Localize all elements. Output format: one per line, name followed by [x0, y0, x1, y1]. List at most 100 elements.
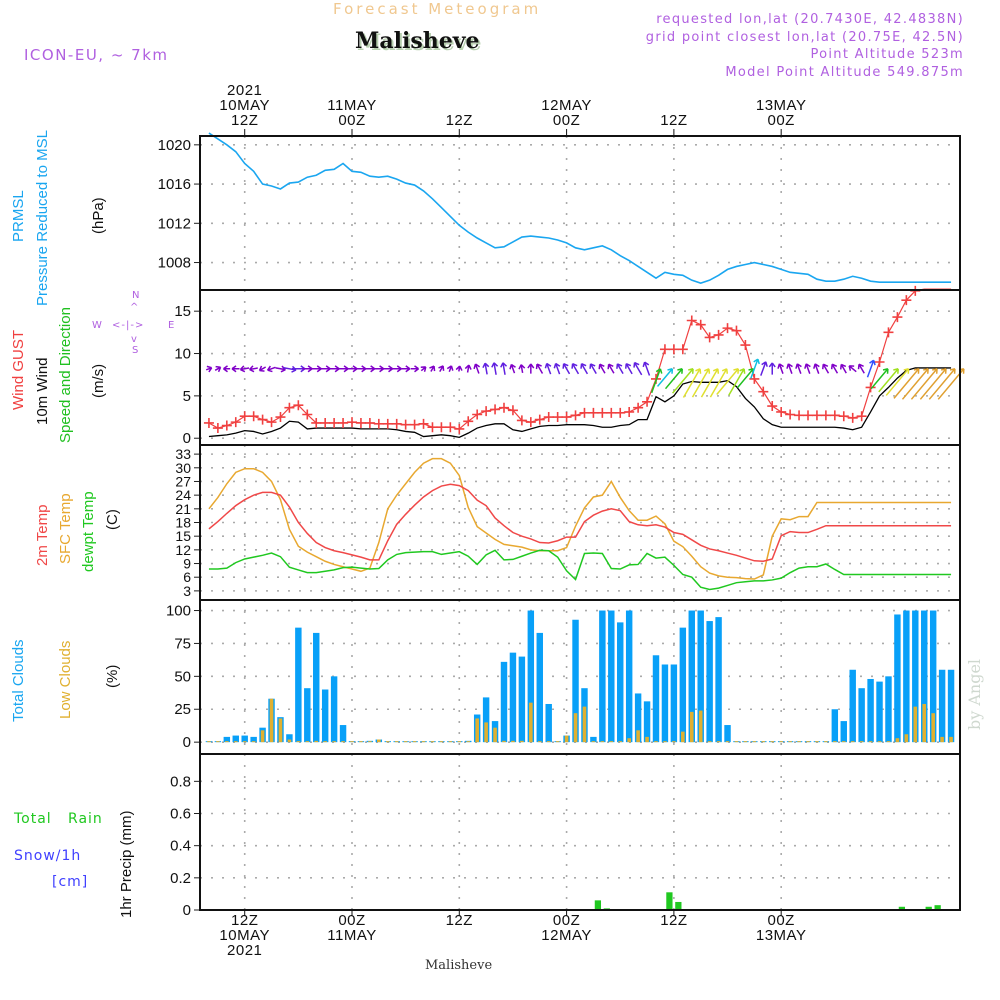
low-clouds-bar [278, 718, 283, 743]
wind-direction-arrow [239, 365, 250, 373]
gust-marker [659, 344, 670, 355]
low-clouds-bar [833, 741, 837, 743]
wind-direction-arrow [311, 365, 322, 373]
low-clouds-bar [591, 741, 596, 743]
wind-direction-arrow [901, 368, 929, 400]
y-tick-label: 5 [183, 388, 191, 405]
panel-frame [199, 444, 961, 601]
wind-direction-arrow [320, 365, 331, 373]
gust-marker [418, 418, 429, 429]
gust-marker [212, 423, 223, 434]
time-label-line: 12Z [660, 112, 688, 129]
total-clouds-bar [608, 610, 615, 743]
wind-direction-arrow [885, 368, 910, 396]
wind-direction-arrow [464, 364, 472, 373]
y-tick-label: 15 [175, 528, 191, 544]
low-clouds-bar [493, 727, 497, 743]
gust-marker [767, 401, 778, 412]
gust-marker [391, 418, 402, 429]
gust-marker [901, 295, 912, 306]
low-clouds-bar [797, 741, 801, 743]
y-tick-label: 12 [175, 542, 191, 558]
low-clouds-bar [654, 741, 658, 743]
wind-direction-arrow [535, 363, 544, 374]
gust-marker [785, 409, 796, 420]
gust-marker [874, 356, 885, 367]
wind-direction-arrow [527, 363, 535, 374]
low-clouds-bar [475, 718, 479, 743]
wind-direction-arrow [870, 368, 889, 390]
low-clouds-bar [850, 741, 855, 743]
gust-marker [499, 402, 509, 413]
wind-direction-arrow [624, 363, 633, 375]
time-label: 00Z 13MAY [741, 913, 821, 943]
low-clouds-bar [663, 741, 667, 743]
gust-marker [811, 410, 822, 421]
low-clouds-bar [582, 706, 587, 743]
compass-e: E [168, 320, 175, 331]
y-tick-label: 30 [175, 460, 191, 476]
y-tick-label: 0 [183, 734, 191, 751]
gust-marker [740, 340, 751, 351]
y-tick-label: 1016 [158, 176, 191, 193]
time-label-line: 12MAY [541, 927, 592, 944]
low-clouds-bar [877, 741, 882, 743]
wind-direction-arrow [821, 363, 830, 374]
total-clouds-bar [849, 669, 856, 743]
gust-marker [552, 412, 563, 423]
wind-direction-arrow [795, 363, 802, 374]
wind-direction-arrow [786, 363, 793, 374]
y-tick-label: 18 [175, 515, 191, 531]
gust-marker [445, 422, 456, 433]
y-tick-label: 1012 [158, 215, 191, 232]
time-label-line: 12Z [231, 112, 259, 129]
wind-direction-arrow [580, 363, 589, 375]
wind-direction-arrow [672, 368, 694, 394]
low-clouds-bar [439, 741, 444, 743]
low-clouds-bar [529, 702, 533, 743]
model-label: ICON-EU, ~ 7km [24, 46, 169, 64]
wind-direction-arrow [553, 362, 561, 375]
low-clouds-bar [868, 741, 873, 743]
low-clouds-bar [734, 741, 739, 743]
gust-marker [221, 420, 232, 431]
rain-bar [666, 892, 673, 910]
low-clouds-bar [555, 741, 560, 743]
low-clouds-bar [287, 739, 292, 743]
gust-marker [615, 407, 626, 418]
panel-frame [199, 753, 961, 911]
wind-direction-arrow [893, 368, 920, 399]
y-tick-label: 6 [183, 569, 191, 585]
compass-cross-icon: <-|-> [112, 320, 145, 331]
gust-marker [338, 417, 349, 428]
wind-direction-arrow [231, 365, 240, 373]
gust-marker [865, 382, 876, 393]
low-clouds-bar [752, 741, 757, 743]
wind-direction-arrow [438, 365, 445, 373]
total-clouds-bar [885, 676, 892, 743]
low-clouds-bar [841, 741, 846, 743]
wind-direction-arrow [716, 368, 740, 395]
compass-arrow-down-icon: v [131, 334, 137, 345]
gust-marker [472, 409, 483, 420]
wind-direction-arrow [656, 368, 674, 387]
wind-direction-arrow [374, 365, 385, 373]
low-clouds-bar [421, 741, 426, 743]
gust-line [208, 288, 952, 430]
time-label-line: 11MAY [327, 927, 377, 944]
low-clouds-bar [859, 741, 864, 743]
low-clouds-bar [815, 741, 819, 743]
low-clouds-bar [448, 741, 453, 743]
gust-marker [686, 315, 697, 326]
time-label-line: 13MAY [755, 97, 807, 114]
wind-direction-arrow [878, 368, 899, 393]
time-label-line: 10MAY [219, 927, 270, 944]
gust-marker [355, 417, 366, 428]
total-clouds-bar [634, 693, 642, 743]
rain-bar [925, 906, 932, 910]
low-clouds-bar [296, 741, 301, 743]
time-label: 12Z [634, 913, 714, 928]
y-tick-label: 27 [175, 473, 191, 489]
total-clouds-bar [482, 697, 490, 743]
gust-marker [856, 411, 867, 422]
